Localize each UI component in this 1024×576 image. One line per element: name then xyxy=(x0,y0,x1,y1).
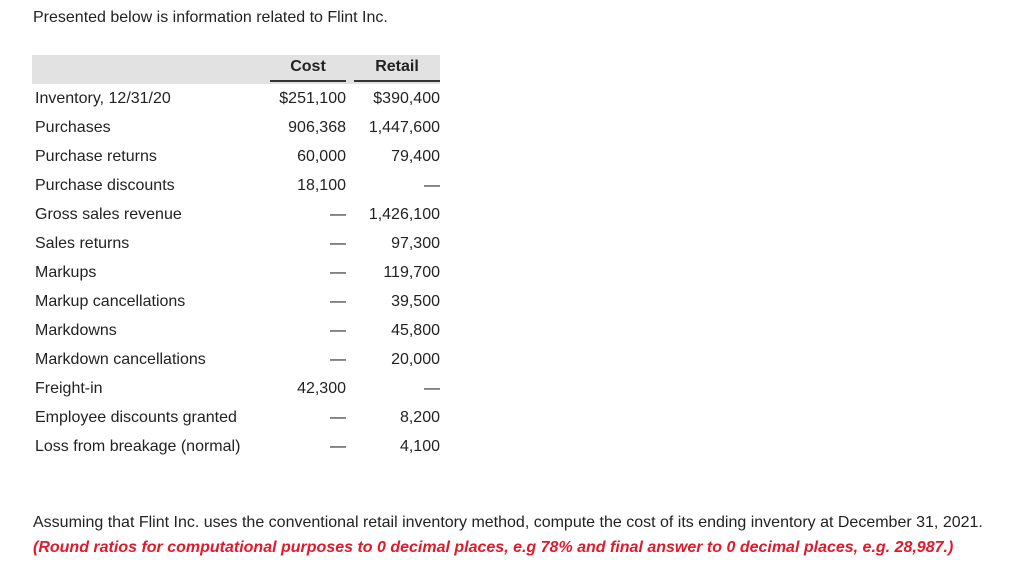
cell-label: Markdowns xyxy=(35,321,117,339)
cell-retail: 39,500 xyxy=(391,292,440,310)
table-row: Markdown cancellations — 20,000 xyxy=(32,345,440,374)
cell-retail: 119,700 xyxy=(383,263,440,281)
cell-retail: 8,200 xyxy=(399,408,440,426)
header-cost-text: Cost xyxy=(270,57,346,82)
inventory-table: Cost Retail Inventory, 12/31/20 $251,100 $… xyxy=(32,55,440,461)
cell-label: Markdown cancellations xyxy=(35,350,206,368)
cell-retail: 1,426,100 xyxy=(368,205,440,223)
cell-label: Sales returns xyxy=(35,234,130,252)
cell-cost: $251,100 xyxy=(279,89,346,107)
cell-cost: — xyxy=(330,437,346,455)
cell-cost: 18,100 xyxy=(297,176,346,194)
table-row: Loss from breakage (normal) — 4,100 xyxy=(32,432,440,461)
cell-label: Markups xyxy=(35,263,97,281)
header-label xyxy=(32,55,264,84)
header-cost: Cost xyxy=(264,55,346,84)
rounding-instruction: (Round ratios for computational purposes… xyxy=(33,539,954,556)
cell-label: Gross sales revenue xyxy=(35,205,182,223)
cell-cost: — xyxy=(330,263,346,281)
cell-cost: — xyxy=(330,205,346,223)
table-row: Markdowns — 45,800 xyxy=(32,316,440,345)
cell-cost: 42,300 xyxy=(297,379,346,397)
cell-retail: 45,800 xyxy=(391,321,440,339)
cell-retail: 1,447,600 xyxy=(368,118,440,136)
table-row: Inventory, 12/31/20 $251,100 $390,400 xyxy=(32,84,440,113)
cell-label: Markup cancellations xyxy=(35,292,186,310)
cell-label: Purchase discounts xyxy=(35,176,175,194)
cell-retail: 79,400 xyxy=(391,147,440,165)
table-row: Employee discounts granted — 8,200 xyxy=(32,403,440,432)
cell-label: Purchases xyxy=(35,118,111,136)
cell-retail: $390,400 xyxy=(373,89,440,107)
table-row: Markups — 119,700 xyxy=(32,258,440,287)
cell-label: Loss from breakage (normal) xyxy=(35,437,241,455)
cell-cost: 60,000 xyxy=(297,147,346,165)
question-text: Assuming that Flint Inc. uses the conven… xyxy=(33,510,1023,560)
table-header-row: Cost Retail xyxy=(32,55,440,84)
cell-cost: — xyxy=(330,234,346,252)
table-row: Freight-in 42,300 — xyxy=(32,374,440,403)
cell-cost: — xyxy=(330,350,346,368)
cell-label: Inventory, 12/31/20 xyxy=(35,89,171,107)
cell-cost: — xyxy=(330,321,346,339)
cell-retail: 20,000 xyxy=(391,350,440,368)
cell-cost: 906,368 xyxy=(288,118,346,136)
intro-text: Presented below is information related t… xyxy=(33,9,388,26)
table-row: Sales returns — 97,300 xyxy=(32,229,440,258)
table-row: Markup cancellations — 39,500 xyxy=(32,287,440,316)
cell-retail: 97,300 xyxy=(391,234,440,252)
table-row: Purchase discounts 18,100 — xyxy=(32,171,440,200)
header-retail: Retail xyxy=(346,55,440,84)
cell-retail: — xyxy=(424,379,440,397)
question-body: Assuming that Flint Inc. uses the conven… xyxy=(33,514,983,531)
cell-label: Freight-in xyxy=(35,379,103,397)
cell-label: Purchase returns xyxy=(35,147,157,165)
cell-cost: — xyxy=(330,408,346,426)
table-row: Gross sales revenue — 1,426,100 xyxy=(32,200,440,229)
table-row: Purchases 906,368 1,447,600 xyxy=(32,113,440,142)
cell-retail: — xyxy=(424,176,440,194)
cell-label: Employee discounts granted xyxy=(35,408,237,426)
table-row: Purchase returns 60,000 79,400 xyxy=(32,142,440,171)
cell-retail: 4,100 xyxy=(399,437,440,455)
cell-cost: — xyxy=(330,292,346,310)
header-retail-text: Retail xyxy=(354,57,440,82)
